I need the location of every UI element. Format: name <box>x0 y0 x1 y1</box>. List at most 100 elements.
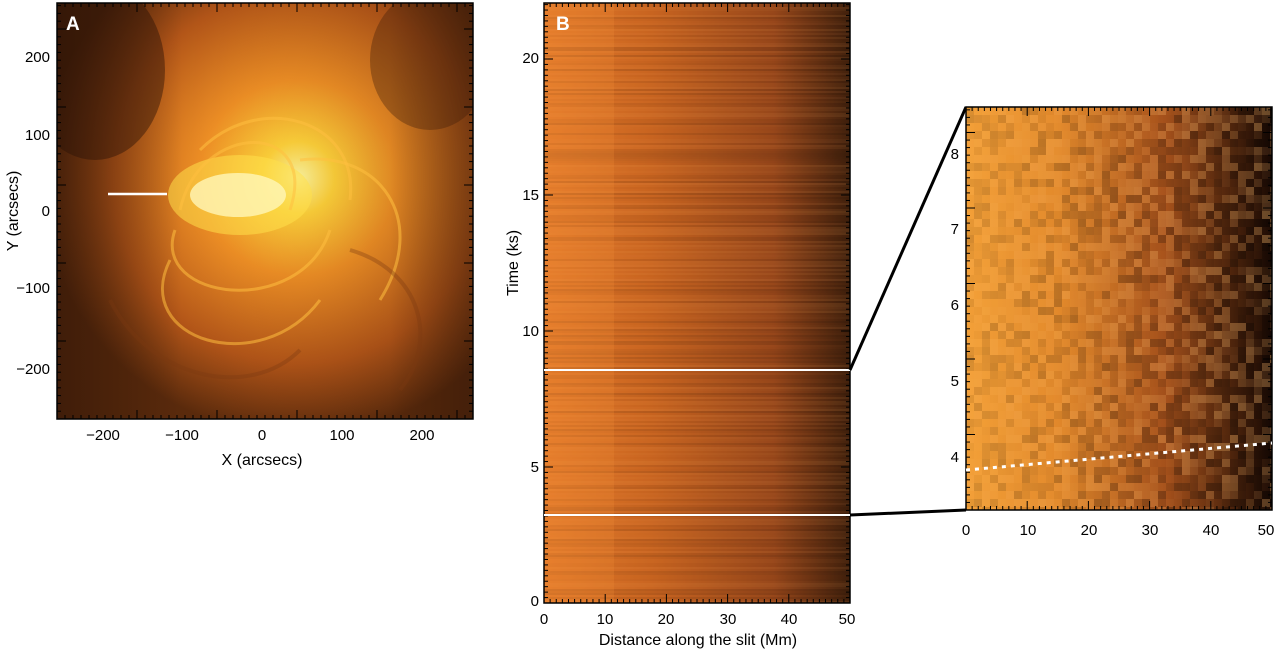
texture-block <box>1150 427 1158 435</box>
texture-block <box>1262 419 1270 427</box>
texture-block <box>1134 259 1142 267</box>
texture-block <box>1182 299 1190 307</box>
texture-block <box>1166 475 1174 483</box>
texture-block <box>1254 131 1262 139</box>
texture-block <box>1118 467 1126 475</box>
texture-block <box>1238 187 1246 195</box>
texture-block <box>1006 427 1014 435</box>
texture-block <box>1086 387 1094 395</box>
texture-block <box>1198 355 1206 363</box>
texture-stripe <box>544 597 850 599</box>
texture-block <box>1150 475 1158 483</box>
texture-block <box>1046 251 1054 259</box>
texture-block <box>1038 283 1046 291</box>
texture-stripe <box>544 543 850 545</box>
texture-block <box>1006 291 1014 299</box>
texture-block <box>1094 171 1102 179</box>
texture-block <box>1054 411 1062 419</box>
texture-stripe <box>544 551 850 553</box>
texture-block <box>1046 411 1054 419</box>
panel-b-ylabel: Time (ks) <box>505 230 522 296</box>
texture-block <box>1086 107 1094 115</box>
texture-block <box>1150 235 1158 243</box>
texture-block <box>1102 251 1110 259</box>
texture-block <box>1254 291 1262 299</box>
texture-block <box>1022 491 1030 499</box>
texture-block <box>1166 251 1174 259</box>
texture-block <box>1254 211 1262 219</box>
texture-block <box>1062 275 1070 283</box>
texture-block <box>1134 499 1142 507</box>
texture-block <box>1158 243 1166 251</box>
texture-block <box>1094 347 1102 355</box>
texture-block <box>1102 195 1110 203</box>
texture-block <box>1150 211 1158 219</box>
texture-block <box>1102 483 1110 491</box>
texture-block <box>1166 235 1174 243</box>
texture-block <box>1078 219 1086 227</box>
texture-block <box>1038 155 1046 163</box>
texture-block <box>1070 115 1078 123</box>
texture-block <box>1038 331 1046 339</box>
texture-stripe <box>544 453 850 455</box>
texture-block <box>1158 475 1166 483</box>
texture-block <box>1094 187 1102 195</box>
texture-stripe <box>544 335 850 337</box>
texture-block <box>1086 443 1094 451</box>
texture-block <box>990 219 998 227</box>
texture-block <box>998 443 1006 451</box>
texture-block <box>990 211 998 219</box>
texture-block <box>1190 251 1198 259</box>
texture-block <box>1038 443 1046 451</box>
texture-block <box>1062 443 1070 451</box>
texture-block <box>1254 339 1262 347</box>
texture-block <box>1142 499 1150 507</box>
texture-block <box>1166 387 1174 395</box>
texture-block <box>1110 235 1118 243</box>
texture-block <box>1254 459 1262 467</box>
texture-block <box>1190 499 1198 507</box>
texture-block <box>1006 507 1014 515</box>
texture-block <box>1230 163 1238 171</box>
texture-block <box>1030 235 1038 243</box>
texture-block <box>1094 379 1102 387</box>
texture-stripe <box>544 107 850 109</box>
texture-block <box>1142 259 1150 267</box>
texture-block <box>1254 491 1262 499</box>
texture-block <box>1054 195 1062 203</box>
texture-block <box>1174 139 1182 147</box>
texture-block <box>1062 355 1070 363</box>
texture-block <box>990 243 998 251</box>
texture-block <box>1166 443 1174 451</box>
texture-block <box>1094 371 1102 379</box>
texture-block <box>1126 483 1134 491</box>
texture-stripe <box>544 9 850 11</box>
panel-b-stripes <box>544 3 850 603</box>
texture-block <box>990 419 998 427</box>
texture-stripe <box>544 567 850 569</box>
texture-block <box>1246 443 1254 451</box>
texture-block <box>1206 339 1214 347</box>
texture-block <box>1158 139 1166 147</box>
texture-block <box>1054 243 1062 251</box>
texture-block <box>1222 211 1230 219</box>
x-tick-label: −100 <box>165 427 199 444</box>
texture-stripe <box>544 143 850 145</box>
texture-block <box>1206 291 1214 299</box>
texture-block <box>1182 291 1190 299</box>
texture-block <box>1030 251 1038 259</box>
texture-block <box>1118 195 1126 203</box>
texture-block <box>1190 123 1198 131</box>
texture-stripe <box>544 493 850 495</box>
texture-block <box>990 203 998 211</box>
texture-block <box>1190 155 1198 163</box>
texture-block <box>1158 147 1166 155</box>
texture-block <box>1142 155 1150 163</box>
texture-block <box>1150 459 1158 467</box>
texture-block <box>1126 235 1134 243</box>
texture-block <box>1198 347 1206 355</box>
texture-block <box>1174 331 1182 339</box>
texture-block <box>1150 107 1158 115</box>
texture-block <box>1214 131 1222 139</box>
texture-block <box>1142 403 1150 411</box>
